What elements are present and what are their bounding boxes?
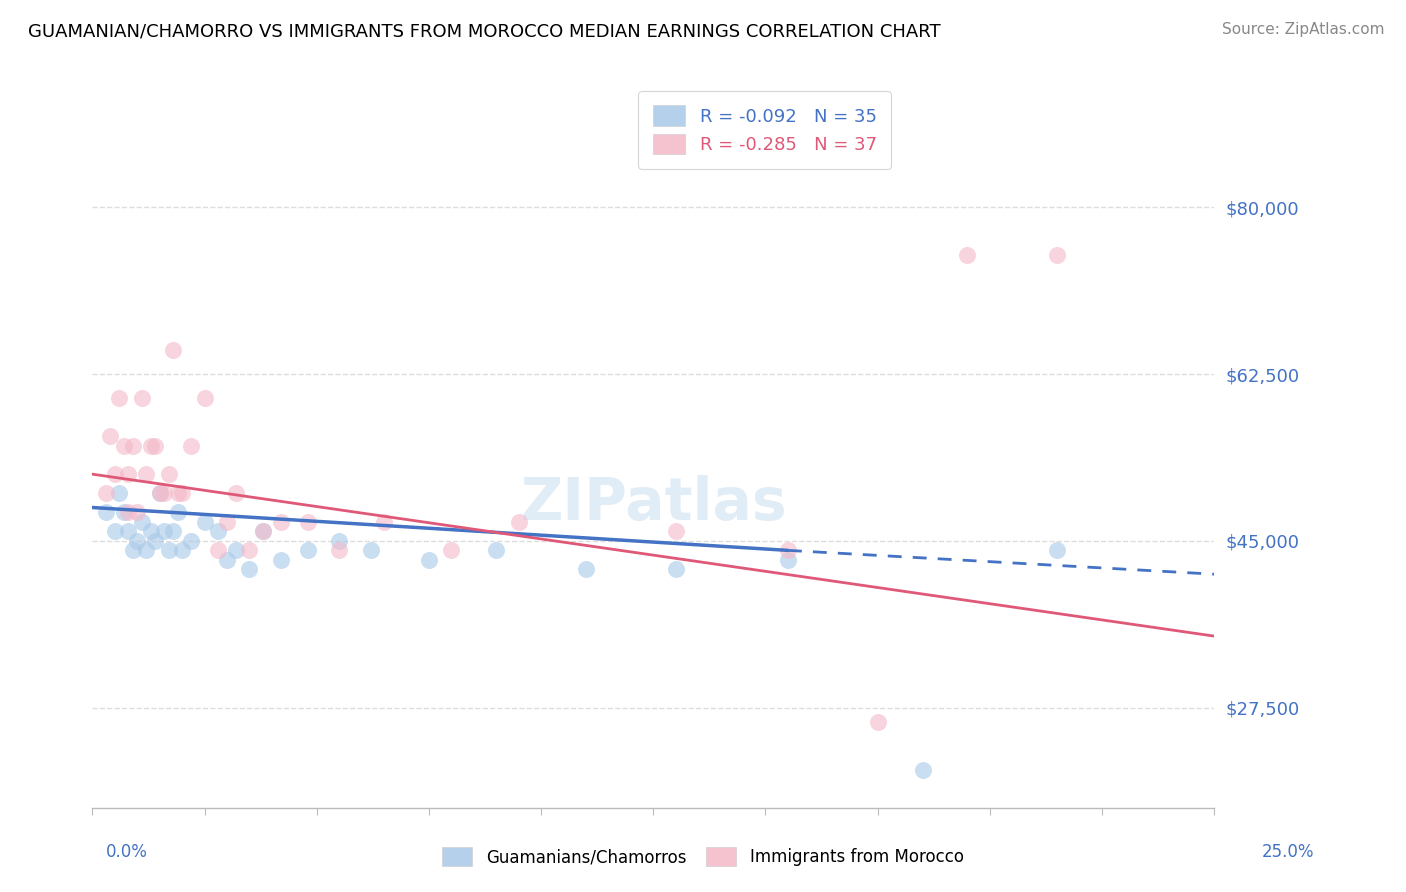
Point xyxy=(215,553,238,567)
Point xyxy=(252,524,274,539)
Point xyxy=(172,543,194,558)
Point xyxy=(94,505,117,519)
Point xyxy=(131,515,153,529)
Point xyxy=(157,543,180,558)
Point xyxy=(153,486,176,500)
Point xyxy=(373,515,395,529)
Point xyxy=(112,439,135,453)
Point xyxy=(153,524,176,539)
Point xyxy=(1046,543,1069,558)
Point xyxy=(225,543,247,558)
Point xyxy=(117,467,139,482)
Point xyxy=(131,391,153,405)
Point xyxy=(143,533,166,548)
Point xyxy=(776,553,799,567)
Point xyxy=(328,543,350,558)
Text: 0.0%: 0.0% xyxy=(105,843,148,861)
Point xyxy=(149,486,172,500)
Point xyxy=(193,515,215,529)
Point xyxy=(143,439,166,453)
Point xyxy=(207,543,229,558)
Point xyxy=(98,429,121,443)
Point xyxy=(665,524,688,539)
Point xyxy=(127,533,149,548)
Text: 25.0%: 25.0% xyxy=(1263,843,1315,861)
Point xyxy=(911,763,934,777)
Point xyxy=(956,248,979,262)
Point xyxy=(270,553,292,567)
Point xyxy=(162,343,184,358)
Point xyxy=(121,543,143,558)
Point xyxy=(180,533,202,548)
Point xyxy=(238,543,260,558)
Point xyxy=(166,505,188,519)
Point xyxy=(297,515,319,529)
Point xyxy=(866,714,889,729)
Point xyxy=(172,486,194,500)
Point xyxy=(270,515,292,529)
Point xyxy=(575,562,598,576)
Point xyxy=(180,439,202,453)
Point xyxy=(94,486,117,500)
Point xyxy=(1046,248,1069,262)
Point xyxy=(207,524,229,539)
Point xyxy=(193,391,215,405)
Legend: Guamanians/Chamorros, Immigrants from Morocco: Guamanians/Chamorros, Immigrants from Mo… xyxy=(436,840,970,873)
Point xyxy=(162,524,184,539)
Point xyxy=(238,562,260,576)
Text: GUAMANIAN/CHAMORRO VS IMMIGRANTS FROM MOROCCO MEDIAN EARNINGS CORRELATION CHART: GUAMANIAN/CHAMORRO VS IMMIGRANTS FROM MO… xyxy=(28,22,941,40)
Point xyxy=(360,543,382,558)
Point xyxy=(117,524,139,539)
Point xyxy=(104,524,127,539)
Point xyxy=(139,524,162,539)
Point xyxy=(157,467,180,482)
Point xyxy=(215,515,238,529)
Point xyxy=(252,524,274,539)
Point xyxy=(418,553,440,567)
Point xyxy=(297,543,319,558)
Point xyxy=(776,543,799,558)
Point xyxy=(665,562,688,576)
Point xyxy=(166,486,188,500)
Point xyxy=(135,543,157,558)
Point xyxy=(104,467,127,482)
Point xyxy=(127,505,149,519)
Legend: R = -0.092   N = 35, R = -0.285   N = 37: R = -0.092 N = 35, R = -0.285 N = 37 xyxy=(638,91,891,169)
Point xyxy=(139,439,162,453)
Text: Source: ZipAtlas.com: Source: ZipAtlas.com xyxy=(1222,22,1385,37)
Text: ZIPatlas: ZIPatlas xyxy=(520,475,786,532)
Point xyxy=(440,543,463,558)
Point xyxy=(149,486,172,500)
Point xyxy=(117,505,139,519)
Point xyxy=(112,505,135,519)
Point xyxy=(328,533,350,548)
Point xyxy=(108,391,131,405)
Point xyxy=(108,486,131,500)
Point xyxy=(485,543,508,558)
Point xyxy=(121,439,143,453)
Point xyxy=(225,486,247,500)
Point xyxy=(508,515,530,529)
Point xyxy=(135,467,157,482)
